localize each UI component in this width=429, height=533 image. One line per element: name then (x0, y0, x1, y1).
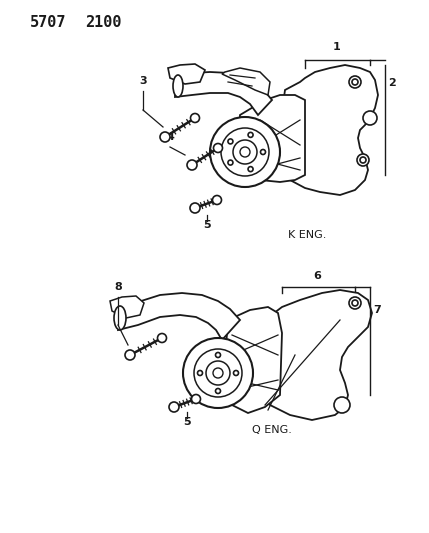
Circle shape (248, 167, 253, 172)
Circle shape (212, 196, 221, 205)
Circle shape (194, 349, 242, 397)
Text: Q ENG.: Q ENG. (252, 425, 292, 435)
Text: 6: 6 (313, 271, 321, 281)
Text: 2100: 2100 (85, 15, 121, 30)
Circle shape (190, 114, 199, 123)
Polygon shape (110, 296, 144, 318)
Circle shape (206, 361, 230, 385)
Circle shape (248, 132, 253, 138)
Text: 5: 5 (183, 417, 191, 427)
Circle shape (357, 154, 369, 166)
Polygon shape (225, 307, 282, 413)
Ellipse shape (173, 75, 183, 97)
Circle shape (125, 350, 135, 360)
Circle shape (233, 370, 239, 376)
Text: K ENG.: K ENG. (288, 230, 326, 240)
Text: 5707: 5707 (30, 15, 66, 30)
Circle shape (352, 79, 358, 85)
Text: 1: 1 (333, 42, 341, 52)
Circle shape (187, 160, 197, 170)
Text: 8: 8 (114, 282, 122, 292)
Text: 2: 2 (388, 78, 396, 88)
Circle shape (228, 139, 233, 144)
Polygon shape (222, 68, 270, 95)
Text: 4: 4 (166, 132, 174, 142)
Circle shape (352, 300, 358, 306)
Polygon shape (168, 64, 205, 84)
Circle shape (240, 147, 250, 157)
Text: 5: 5 (203, 220, 211, 230)
Circle shape (260, 149, 266, 155)
Circle shape (183, 338, 253, 408)
Circle shape (190, 203, 200, 213)
Text: 7: 7 (373, 305, 381, 315)
Circle shape (228, 160, 233, 165)
Text: 3: 3 (139, 76, 147, 86)
Polygon shape (118, 293, 240, 340)
Circle shape (197, 370, 202, 376)
Polygon shape (238, 95, 305, 182)
Circle shape (210, 117, 280, 187)
Polygon shape (280, 65, 378, 195)
Circle shape (349, 297, 361, 309)
Circle shape (215, 389, 221, 393)
Circle shape (215, 352, 221, 358)
Circle shape (213, 368, 223, 378)
Circle shape (191, 394, 200, 403)
Circle shape (157, 334, 166, 343)
Circle shape (349, 76, 361, 88)
Circle shape (233, 140, 257, 164)
Circle shape (334, 397, 350, 413)
Polygon shape (175, 72, 272, 115)
Polygon shape (260, 290, 372, 420)
Ellipse shape (114, 306, 126, 330)
Circle shape (360, 157, 366, 163)
Circle shape (214, 143, 223, 152)
Circle shape (221, 128, 269, 176)
Circle shape (160, 132, 170, 142)
Circle shape (169, 402, 179, 412)
Circle shape (363, 111, 377, 125)
